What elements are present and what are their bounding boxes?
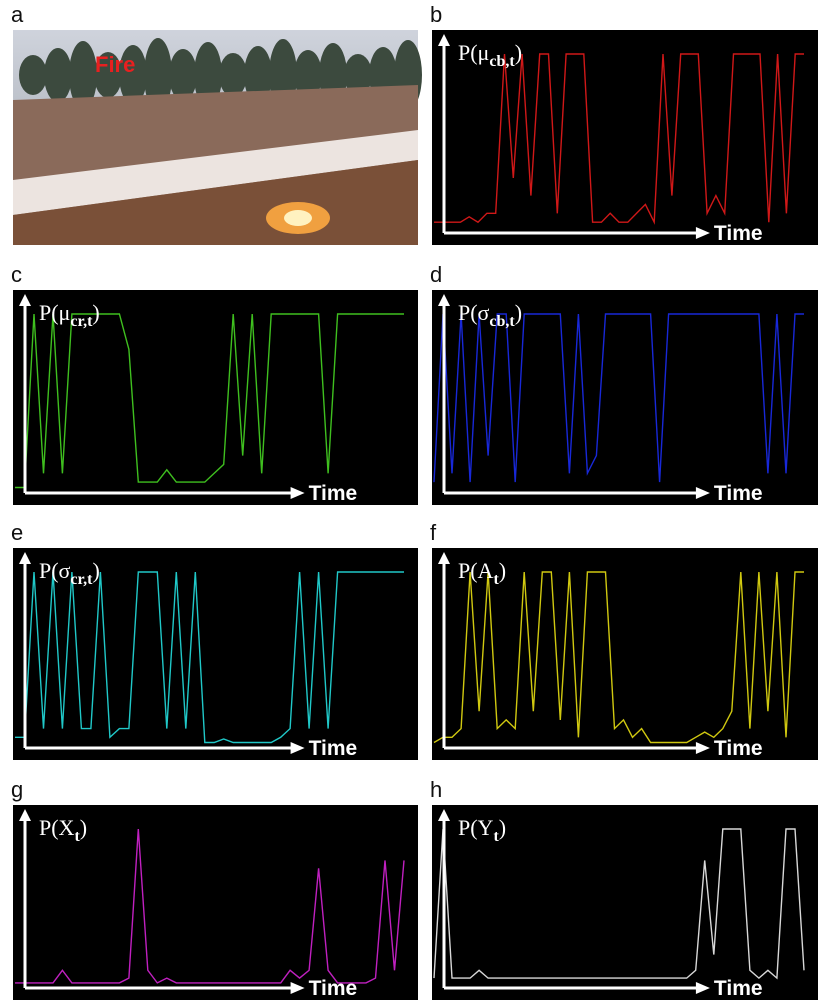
photo-tree [94,52,122,98]
signal-line [433,313,804,483]
x-axis-arrow [290,742,305,754]
photo-tree [169,49,197,101]
panel-letter: d [430,262,442,287]
y-label-close: ) [515,40,522,65]
signal-line [433,828,805,980]
photo-tree [44,48,72,102]
y-label-close: ) [515,300,522,325]
y-axis-arrow [438,34,450,46]
photo-tree [144,38,172,112]
y-label-sub: cb,t [489,313,515,330]
panel-letter: c [11,262,22,287]
plot-background [13,805,418,1000]
y-label-main: P(σ [458,300,490,325]
x-axis-arrow [695,227,710,239]
x-axis-label: Time [309,977,358,1000]
plot-background [13,290,418,505]
panel-letter: h [430,777,442,802]
x-axis-label: Time [309,482,358,505]
y-label-sub: cr,t [70,571,93,588]
x-axis-arrow [695,742,710,754]
y-label-main: P(σ [39,558,71,583]
y-axis-arrow [19,809,31,821]
x-axis-label: Time [714,222,763,245]
y-label-close: ) [92,558,99,583]
y-label-sub: cb,t [489,53,515,70]
plot-background [432,805,818,1000]
photo-tree [119,45,147,105]
y-axis-label: P(At) [458,558,506,588]
signal-line [15,571,404,744]
photo-tree [244,46,272,104]
y-label-main: P(μ [39,300,70,325]
fire-annotation: Fire [95,52,135,77]
y-axis-label: P(Yt) [458,815,506,845]
y-label-sub: cr,t [70,313,93,330]
photo-tree [69,41,97,109]
y-label-close: ) [499,558,506,583]
photo-tree [19,55,47,95]
y-label-main: P(A [458,558,494,583]
x-axis-label: Time [714,482,763,505]
y-label-sub: t [493,571,499,588]
y-axis-label: P(σcb,t) [458,300,522,330]
y-axis-label: P(μcb,t) [458,40,522,70]
y-label-sub: t [493,828,499,845]
photo-tree [194,42,222,108]
signal-line [434,53,804,225]
y-axis-arrow [438,294,450,306]
photo-tree [344,54,372,96]
x-axis-label: Time [309,737,358,760]
y-axis-arrow [19,294,31,306]
panel-letter: f [430,520,437,545]
y-axis-arrow [19,552,31,564]
photo-fire-core [284,210,312,226]
x-axis-label: Time [714,737,763,760]
x-axis-arrow [695,487,710,499]
y-label-close: ) [499,815,506,840]
photo-wall [13,130,418,215]
y-label-main: P(μ [458,40,489,65]
panel-letter: g [11,777,23,802]
signal-line [433,571,804,744]
photo-tree [294,50,322,100]
panel-letter: e [11,520,23,545]
y-label-close: ) [92,300,99,325]
y-label-main: P(X [39,815,75,840]
y-axis-arrow [438,552,450,564]
signal-line [15,828,405,984]
x-axis-label: Time [714,977,763,1000]
y-axis-label: P(σcr,t) [39,558,100,588]
panel-letter: a [11,2,24,27]
panel-letter: b [430,2,442,27]
y-label-main: P(Y [458,815,494,840]
y-axis-arrow [438,809,450,821]
signal-line [15,313,404,489]
x-axis-arrow [290,982,305,994]
photo-tree [219,53,247,97]
y-label-close: ) [80,815,87,840]
y-axis-label: P(μcr,t) [39,300,100,330]
y-axis-label: P(Xt) [39,815,87,845]
y-label-sub: t [74,828,80,845]
x-axis-arrow [695,982,710,994]
x-axis-arrow [290,487,305,499]
